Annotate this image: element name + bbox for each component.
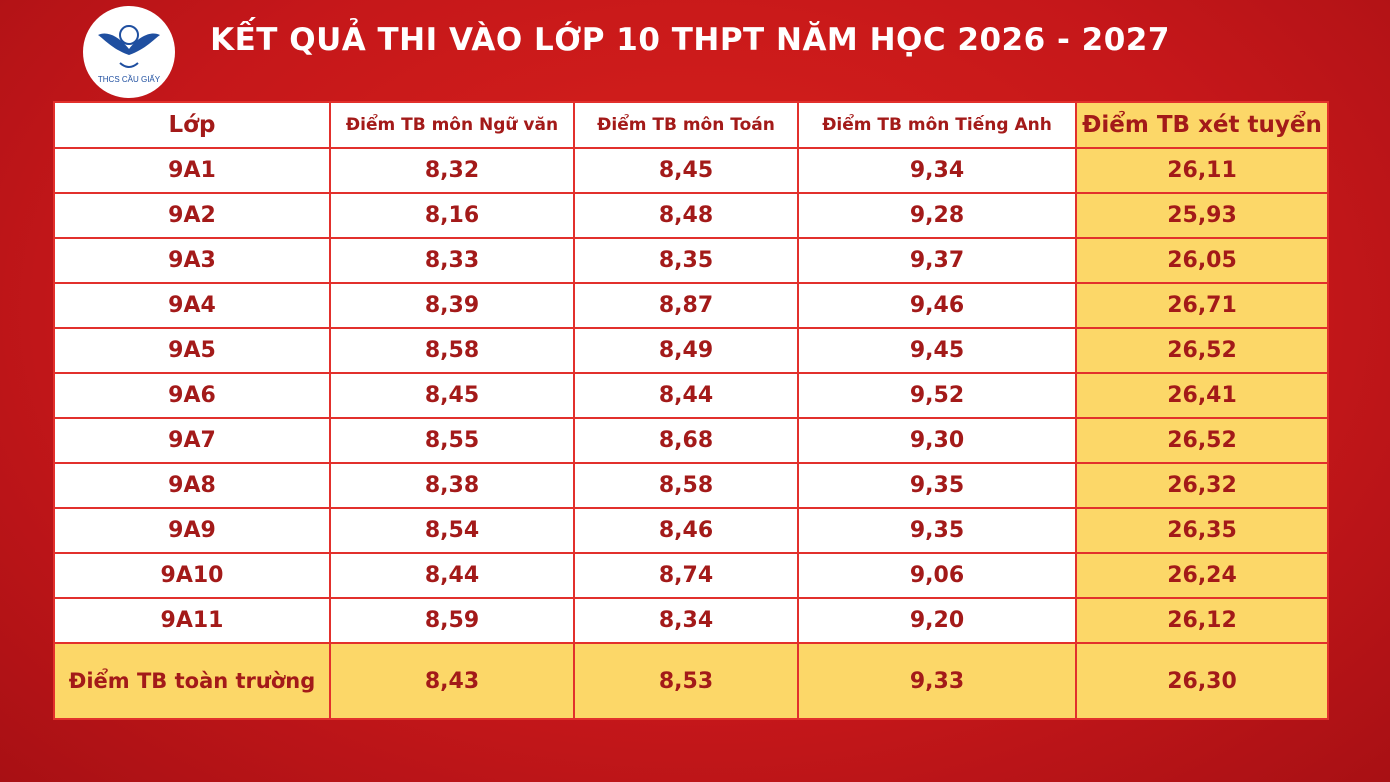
data-row-cell: 9A1 bbox=[53, 147, 331, 194]
data-row-cell: 26,41 bbox=[1075, 372, 1329, 419]
header-row-cell: Điểm TB môn Tiếng Anh bbox=[797, 101, 1077, 149]
data-row-cell: 9,52 bbox=[797, 372, 1077, 419]
data-row-cell: 8,55 bbox=[329, 417, 575, 464]
data-row-cell: 9,30 bbox=[797, 417, 1077, 464]
data-row-cell: 8,49 bbox=[573, 327, 799, 374]
data-row-cell: 8,16 bbox=[329, 192, 575, 239]
data-row-cell: 9,20 bbox=[797, 597, 1077, 644]
data-row-cell: 8,38 bbox=[329, 462, 575, 509]
data-row: 9A10 8,44 8,74 9,06 26,24 bbox=[53, 552, 1329, 599]
data-row-cell: 9A9 bbox=[53, 507, 331, 554]
footer-row-cell: 26,30 bbox=[1075, 642, 1329, 720]
data-row: 9A9 8,54 8,46 9,35 26,35 bbox=[53, 507, 1329, 554]
footer-row: Điểm TB toàn trường 8,43 8,53 9,33 26,30 bbox=[53, 642, 1329, 720]
page-title: KẾT QUẢ THI VÀO LỚP 10 THPT NĂM HỌC 2026… bbox=[210, 22, 1170, 58]
data-row-cell: 8,54 bbox=[329, 507, 575, 554]
data-row: 9A3 8,33 8,35 9,37 26,05 bbox=[53, 237, 1329, 284]
data-row-cell: 8,45 bbox=[573, 147, 799, 194]
data-row-cell: 9,45 bbox=[797, 327, 1077, 374]
data-row: 9A1 8,32 8,45 9,34 26,11 bbox=[53, 147, 1329, 194]
data-row-cell: 9,28 bbox=[797, 192, 1077, 239]
footer-row-cell: 9,33 bbox=[797, 642, 1077, 720]
logo-emblem bbox=[119, 25, 139, 45]
data-row-cell: 8,32 bbox=[329, 147, 575, 194]
data-row-cell: 26,05 bbox=[1075, 237, 1329, 284]
header-row-cell: Điểm TB môn Ngữ văn bbox=[329, 101, 575, 149]
data-row-cell: 8,68 bbox=[573, 417, 799, 464]
data-row-cell: 8,87 bbox=[573, 282, 799, 329]
data-row-cell: 9,35 bbox=[797, 462, 1077, 509]
data-row-cell: 8,34 bbox=[573, 597, 799, 644]
data-row: 9A2 8,16 8,48 9,28 25,93 bbox=[53, 192, 1329, 239]
data-row-cell: 8,58 bbox=[573, 462, 799, 509]
header-row: Lớp Điểm TB môn Ngữ văn Điểm TB môn Toán Đi… bbox=[53, 101, 1329, 149]
data-row-cell: 9A5 bbox=[53, 327, 331, 374]
data-row-cell: 9A6 bbox=[53, 372, 331, 419]
data-row-cell: 8,45 bbox=[329, 372, 575, 419]
data-row-cell: 8,59 bbox=[329, 597, 575, 644]
data-row-cell: 26,12 bbox=[1075, 597, 1329, 644]
data-row-cell: 26,32 bbox=[1075, 462, 1329, 509]
header-row-cell: Lớp bbox=[53, 101, 331, 149]
data-row-cell: 8,58 bbox=[329, 327, 575, 374]
data-row-cell: 8,35 bbox=[573, 237, 799, 284]
data-row-cell: 9A4 bbox=[53, 282, 331, 329]
data-row-cell: 9A3 bbox=[53, 237, 331, 284]
data-row-cell: 8,39 bbox=[329, 282, 575, 329]
data-row-cell: 26,52 bbox=[1075, 417, 1329, 464]
logo-base bbox=[119, 62, 139, 68]
data-row-cell: 8,44 bbox=[329, 552, 575, 599]
data-row-cell: 9,37 bbox=[797, 237, 1077, 284]
data-row-cell: 9,46 bbox=[797, 282, 1077, 329]
footer-row-cell: 8,43 bbox=[329, 642, 575, 720]
data-row-cell: 9,35 bbox=[797, 507, 1077, 554]
data-row: 9A8 8,38 8,58 9,35 26,32 bbox=[53, 462, 1329, 509]
logo-wing-right bbox=[129, 33, 160, 55]
footer-row-cell: Điểm TB toàn trường bbox=[53, 642, 331, 720]
footer-row-cell: 8,53 bbox=[573, 642, 799, 720]
results-table: Lớp Điểm TB môn Ngữ văn Điểm TB môn Toán Đi… bbox=[53, 101, 1329, 720]
data-row-cell: 9A8 bbox=[53, 462, 331, 509]
data-row-cell: 9,06 bbox=[797, 552, 1077, 599]
data-row-cell: 26,52 bbox=[1075, 327, 1329, 374]
data-row-cell: 8,48 bbox=[573, 192, 799, 239]
data-row-cell: 25,93 bbox=[1075, 192, 1329, 239]
data-row-cell: 9A7 bbox=[53, 417, 331, 464]
data-row: 9A5 8,58 8,49 9,45 26,52 bbox=[53, 327, 1329, 374]
data-row-cell: 9A2 bbox=[53, 192, 331, 239]
logo-wing-left bbox=[98, 33, 129, 55]
header-row-cell: Điểm TB xét tuyển bbox=[1075, 101, 1329, 149]
data-row-cell: 8,44 bbox=[573, 372, 799, 419]
data-row: 9A6 8,45 8,44 9,52 26,41 bbox=[53, 372, 1329, 419]
data-row: 9A11 8,59 8,34 9,20 26,12 bbox=[53, 597, 1329, 644]
data-row: 9A7 8,55 8,68 9,30 26,52 bbox=[53, 417, 1329, 464]
data-row: 9A4 8,39 8,87 9,46 26,71 bbox=[53, 282, 1329, 329]
data-row-cell: 26,11 bbox=[1075, 147, 1329, 194]
data-row-cell: 8,33 bbox=[329, 237, 575, 284]
school-logo: THCS CẦU GIẤY bbox=[83, 6, 175, 98]
data-row-cell: 9A10 bbox=[53, 552, 331, 599]
data-row-cell: 8,74 bbox=[573, 552, 799, 599]
data-row-cell: 8,46 bbox=[573, 507, 799, 554]
data-row-cell: 26,24 bbox=[1075, 552, 1329, 599]
header-row-cell: Điểm TB môn Toán bbox=[573, 101, 799, 149]
logo-text: THCS CẦU GIẤY bbox=[98, 74, 161, 84]
data-row-cell: 9A11 bbox=[53, 597, 331, 644]
data-row-cell: 9,34 bbox=[797, 147, 1077, 194]
data-row-cell: 26,71 bbox=[1075, 282, 1329, 329]
data-row-cell: 26,35 bbox=[1075, 507, 1329, 554]
